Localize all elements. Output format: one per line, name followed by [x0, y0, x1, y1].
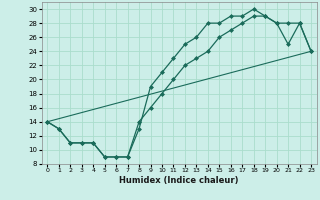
X-axis label: Humidex (Indice chaleur): Humidex (Indice chaleur) — [119, 176, 239, 185]
